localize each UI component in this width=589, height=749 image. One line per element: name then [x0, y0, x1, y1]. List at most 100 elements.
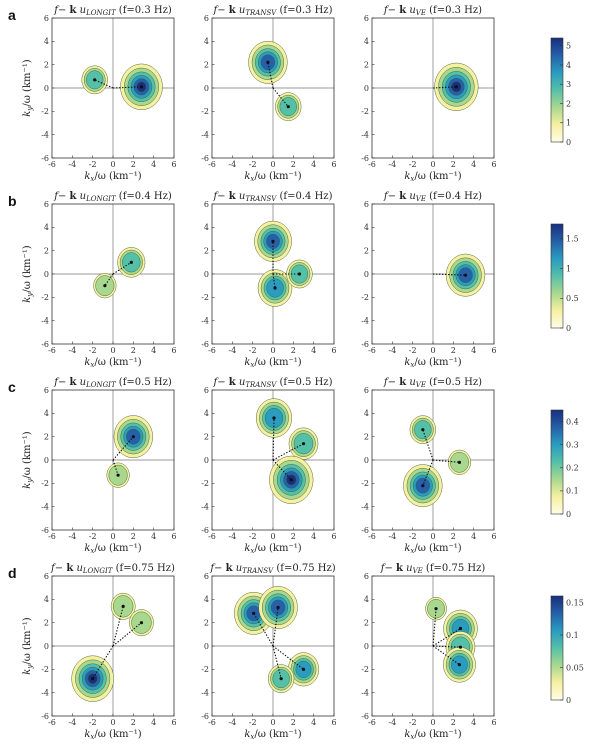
peak-direction-0: [92, 645, 114, 679]
y-tick-label: 6: [44, 572, 49, 581]
y-tick-label: 4: [204, 37, 209, 46]
contour-fill: [212, 18, 334, 158]
y-tick-label: -4: [41, 688, 49, 697]
x-tick-label: -6: [208, 532, 216, 541]
row-label-b: b: [8, 193, 17, 209]
colorbars-layer: 0 1 2 3 4 5 0 0.5 1 1.5 0 0.1 0.2 0.3 0.4 0 0.05 0.1 0.15: [550, 37, 584, 705]
x-tick-label: -2: [409, 346, 417, 355]
y-tick-label: -6: [361, 526, 369, 535]
peak-marker-2: [297, 272, 302, 276]
x-tick-label: 2: [451, 160, 456, 169]
y-tick-label: -4: [201, 130, 209, 139]
y-tick-label: -4: [201, 502, 209, 511]
panel-title: f− k uLONGIT (f=0.3 Hz): [53, 5, 172, 17]
colorbar-gradient: [550, 595, 564, 701]
y-tick-label: -4: [361, 130, 369, 139]
y-tick-label: 4: [204, 409, 209, 418]
x-tick-label: -4: [68, 346, 76, 355]
peak-direction-2: [112, 622, 142, 647]
x-tick-label: 6: [171, 718, 176, 727]
peak-marker-1: [276, 605, 280, 610]
colorbar-tick-label: 0.15: [566, 598, 584, 607]
colorbar-row-1: 0 0.5 1 1.5: [550, 223, 579, 333]
y-tick-label: 4: [364, 37, 369, 46]
panel-2-1: -6 -4 -2 0 2 4 6 -6 -4 -2 0 2 4 6 f− k uTRANSV (f=0.5 …: [201, 377, 336, 555]
panel-1-0: -6 -4 -2 0 2 4 6 -6 -4 -2 0 2 4 6 f− k uLONGIT (f=0.4 …: [22, 191, 177, 369]
x-tick-label: -6: [48, 160, 56, 169]
contour-fill: [372, 204, 494, 344]
x-tick-label: 6: [171, 532, 176, 541]
y-tick-label: 0: [44, 456, 49, 465]
y-axis-label: ky/ω (km⁻¹): [22, 59, 34, 116]
y-tick-label: 2: [364, 60, 369, 69]
y-tick-label: 2: [44, 618, 49, 627]
x-tick-label: -4: [388, 160, 396, 169]
colorbar-tick-label: 0.1: [566, 487, 579, 496]
x-tick-label: 6: [331, 718, 336, 727]
peak-direction-2: [272, 645, 304, 670]
panel-3-2: -6 -4 -2 0 2 4 6 -6 -4 -2 0 2 4 6 f− k uVE (f=0.75 Hz)…: [361, 563, 496, 741]
x-tick-label: 6: [331, 346, 336, 355]
x-tick-label: 0: [430, 718, 435, 727]
peak-marker-3: [279, 677, 283, 681]
y-tick-label: -6: [41, 712, 49, 721]
x-tick-label: -6: [368, 718, 376, 727]
x-axis-label: kx/ω (km⁻¹): [244, 171, 301, 183]
peak-marker-1: [458, 645, 463, 649]
y-tick-label: -2: [201, 293, 209, 302]
x-tick-label: 0: [110, 718, 115, 727]
x-axis-label: kx/ω (km⁻¹): [244, 357, 301, 369]
x-tick-label: -4: [388, 532, 396, 541]
y-tick-label: 4: [44, 37, 49, 46]
y-tick-label: -2: [361, 107, 369, 116]
y-tick-label: 2: [364, 432, 369, 441]
y-tick-label: 6: [44, 200, 49, 209]
panel-2-0: -6 -4 -2 0 2 4 6 -6 -4 -2 0 2 4 6 f− k uLONGIT (f=0.5 …: [22, 377, 177, 555]
y-tick-label: -4: [361, 316, 369, 325]
y-tick-label: 2: [204, 618, 209, 627]
y-tick-label: 0: [44, 642, 49, 651]
y-tick-label: 6: [364, 14, 369, 23]
x-tick-label: -6: [48, 346, 56, 355]
x-tick-label: 0: [270, 160, 275, 169]
x-tick-label: 0: [270, 718, 275, 727]
colorbar-tick-label: 1: [566, 264, 571, 273]
x-tick-label: 6: [331, 532, 336, 541]
x-tick-label: -2: [89, 160, 97, 169]
peak-marker-1: [93, 78, 97, 82]
x-tick-label: 2: [451, 532, 456, 541]
peak-marker-0: [272, 416, 276, 420]
peak-direction-0: [432, 628, 461, 647]
panels-layer: -6 -4 -2 0 2 4 6 -6 -4 -2 0 2 4 6 f− k uLONGIT (f=0.3 …: [22, 5, 497, 741]
peak-direction-3: [432, 608, 437, 647]
panel-2-2: -6 -4 -2 0 2 4 6 -6 -4 -2 0 2 4 6 f− k uVE (f=0.5 Hz) k…: [361, 377, 496, 555]
y-tick-label: 4: [204, 223, 209, 232]
x-tick-label: 4: [311, 532, 316, 541]
colorbar-tick-label: 1: [566, 119, 571, 128]
y-tick-label: 0: [364, 642, 369, 651]
x-tick-label: 2: [131, 160, 136, 169]
y-tick-label: 2: [44, 60, 49, 69]
colorbar-tick-label: 2: [566, 99, 571, 108]
peak-marker-0: [91, 677, 95, 681]
x-tick-label: -6: [48, 532, 56, 541]
y-tick-label: -2: [201, 479, 209, 488]
x-tick-label: 4: [311, 160, 316, 169]
peak-direction-1: [422, 429, 434, 461]
y-tick-label: 4: [364, 409, 369, 418]
x-tick-label: 6: [171, 160, 176, 169]
colorbar-tick-label: 0.4: [566, 417, 579, 426]
x-axis-label: kx/ω (km⁻¹): [84, 171, 141, 183]
x-axis-label: kx/ω (km⁻¹): [404, 543, 461, 555]
panel-0-1: -6 -4 -2 0 2 4 6 -6 -4 -2 0 2 4 6 f− k uTRANSV (f=0.3 …: [201, 5, 336, 183]
peak-marker-1: [301, 442, 306, 446]
peak-direction-2: [432, 645, 460, 666]
x-tick-label: -4: [228, 346, 236, 355]
x-tick-label: 0: [110, 532, 115, 541]
x-axis-label: kx/ω (km⁻¹): [404, 171, 461, 183]
panel-title: f− k uLONGIT (f=0.75 Hz): [50, 563, 175, 575]
y-tick-label: -6: [361, 154, 369, 163]
y-tick-label: 6: [204, 200, 209, 209]
